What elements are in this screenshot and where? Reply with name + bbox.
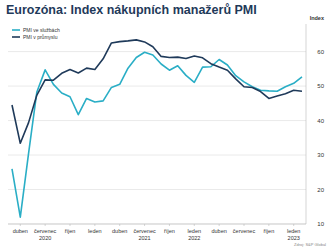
x-tick (194, 224, 195, 226)
x-tick (20, 224, 21, 226)
legend-swatch (12, 36, 20, 38)
x-tick-label-line: leden (188, 228, 201, 234)
y-tick-label: 50 (317, 83, 324, 89)
x-tick-label-line: 2023 (288, 235, 300, 241)
x-tick-label: duben (211, 228, 226, 234)
y-tick-label: 20 (317, 187, 324, 193)
x-tick-label: duben (13, 228, 28, 234)
x-tick-label-line: červenec (133, 228, 156, 234)
y-axis: 10 20 30 40 50 60 (8, 24, 325, 227)
x-tick (45, 224, 46, 226)
x-tick-label-line: duben (13, 228, 28, 234)
x-tick-label: červenec (233, 228, 256, 234)
x-tick-label-line: říjen (264, 228, 275, 234)
x-tick-label-line: leden (88, 228, 101, 234)
x-tick (219, 224, 220, 226)
x-tick-label-line: leden (287, 228, 300, 234)
y-tick-label: 10 (317, 221, 324, 227)
x-tick-label-line: duben (112, 228, 127, 234)
x-tick-label: říjen (264, 228, 275, 234)
x-tick-label-line: 2021 (138, 235, 150, 241)
y-axis-line (306, 24, 307, 224)
grid-line (8, 155, 306, 156)
x-tick-label: červenec2021 (133, 228, 156, 241)
y-tick-label: 60 (317, 49, 324, 55)
x-tick (119, 224, 120, 226)
y-tick-label: 30 (317, 152, 324, 158)
source: Zdroj: S&P Global (294, 242, 326, 247)
x-tick (268, 224, 269, 226)
x-tick-label: říjen (65, 228, 76, 234)
x-tick-label: duben (112, 228, 127, 234)
x-tick-label-line: říjen (164, 228, 175, 234)
series-line (12, 52, 302, 217)
lines (12, 40, 302, 217)
x-tick-label: říjen (164, 228, 175, 234)
grid-line (8, 120, 306, 121)
x-tick-label-line: duben (211, 228, 226, 234)
legend-label: PMI ve službách (23, 27, 60, 33)
x-tick (169, 224, 170, 226)
x-tick-label-line: 2022 (188, 235, 200, 241)
x-tick-label-line: říjen (65, 228, 76, 234)
y-axis-label: Index (310, 15, 325, 21)
legend: PMI ve službáchPMI v průmyslu (12, 27, 60, 40)
grid-line (8, 224, 306, 225)
x-tick-label-line: červenec (233, 228, 256, 234)
x-tick (244, 224, 245, 226)
x-tick-label: leden2023 (287, 228, 300, 241)
x-tick-label: červenec2020 (34, 228, 57, 241)
x-axis-line (8, 224, 306, 225)
x-tick-label: leden (88, 228, 101, 234)
legend-label: PMI v průmyslu (23, 34, 58, 40)
legend-swatch (12, 29, 20, 31)
grid-line (8, 189, 306, 190)
chart: Eurozóna: Index nákupních manažerů PMI In… (0, 0, 330, 248)
x-tick (94, 224, 95, 226)
x-tick (293, 224, 294, 226)
y-tick-label: 40 (317, 118, 324, 124)
x-tick-label-line: 2020 (39, 235, 51, 241)
grid-line (8, 86, 306, 87)
x-tick (144, 224, 145, 226)
series-line (12, 40, 302, 143)
x-tick-label: leden2022 (188, 228, 201, 241)
x-tick-label-line: červenec (34, 228, 57, 234)
title: Eurozóna: Index nákupních manažerů PMI (6, 3, 257, 17)
x-tick (70, 224, 71, 226)
x-axis: dubenčervenec2020říjenledendubenčervenec… (13, 224, 301, 241)
